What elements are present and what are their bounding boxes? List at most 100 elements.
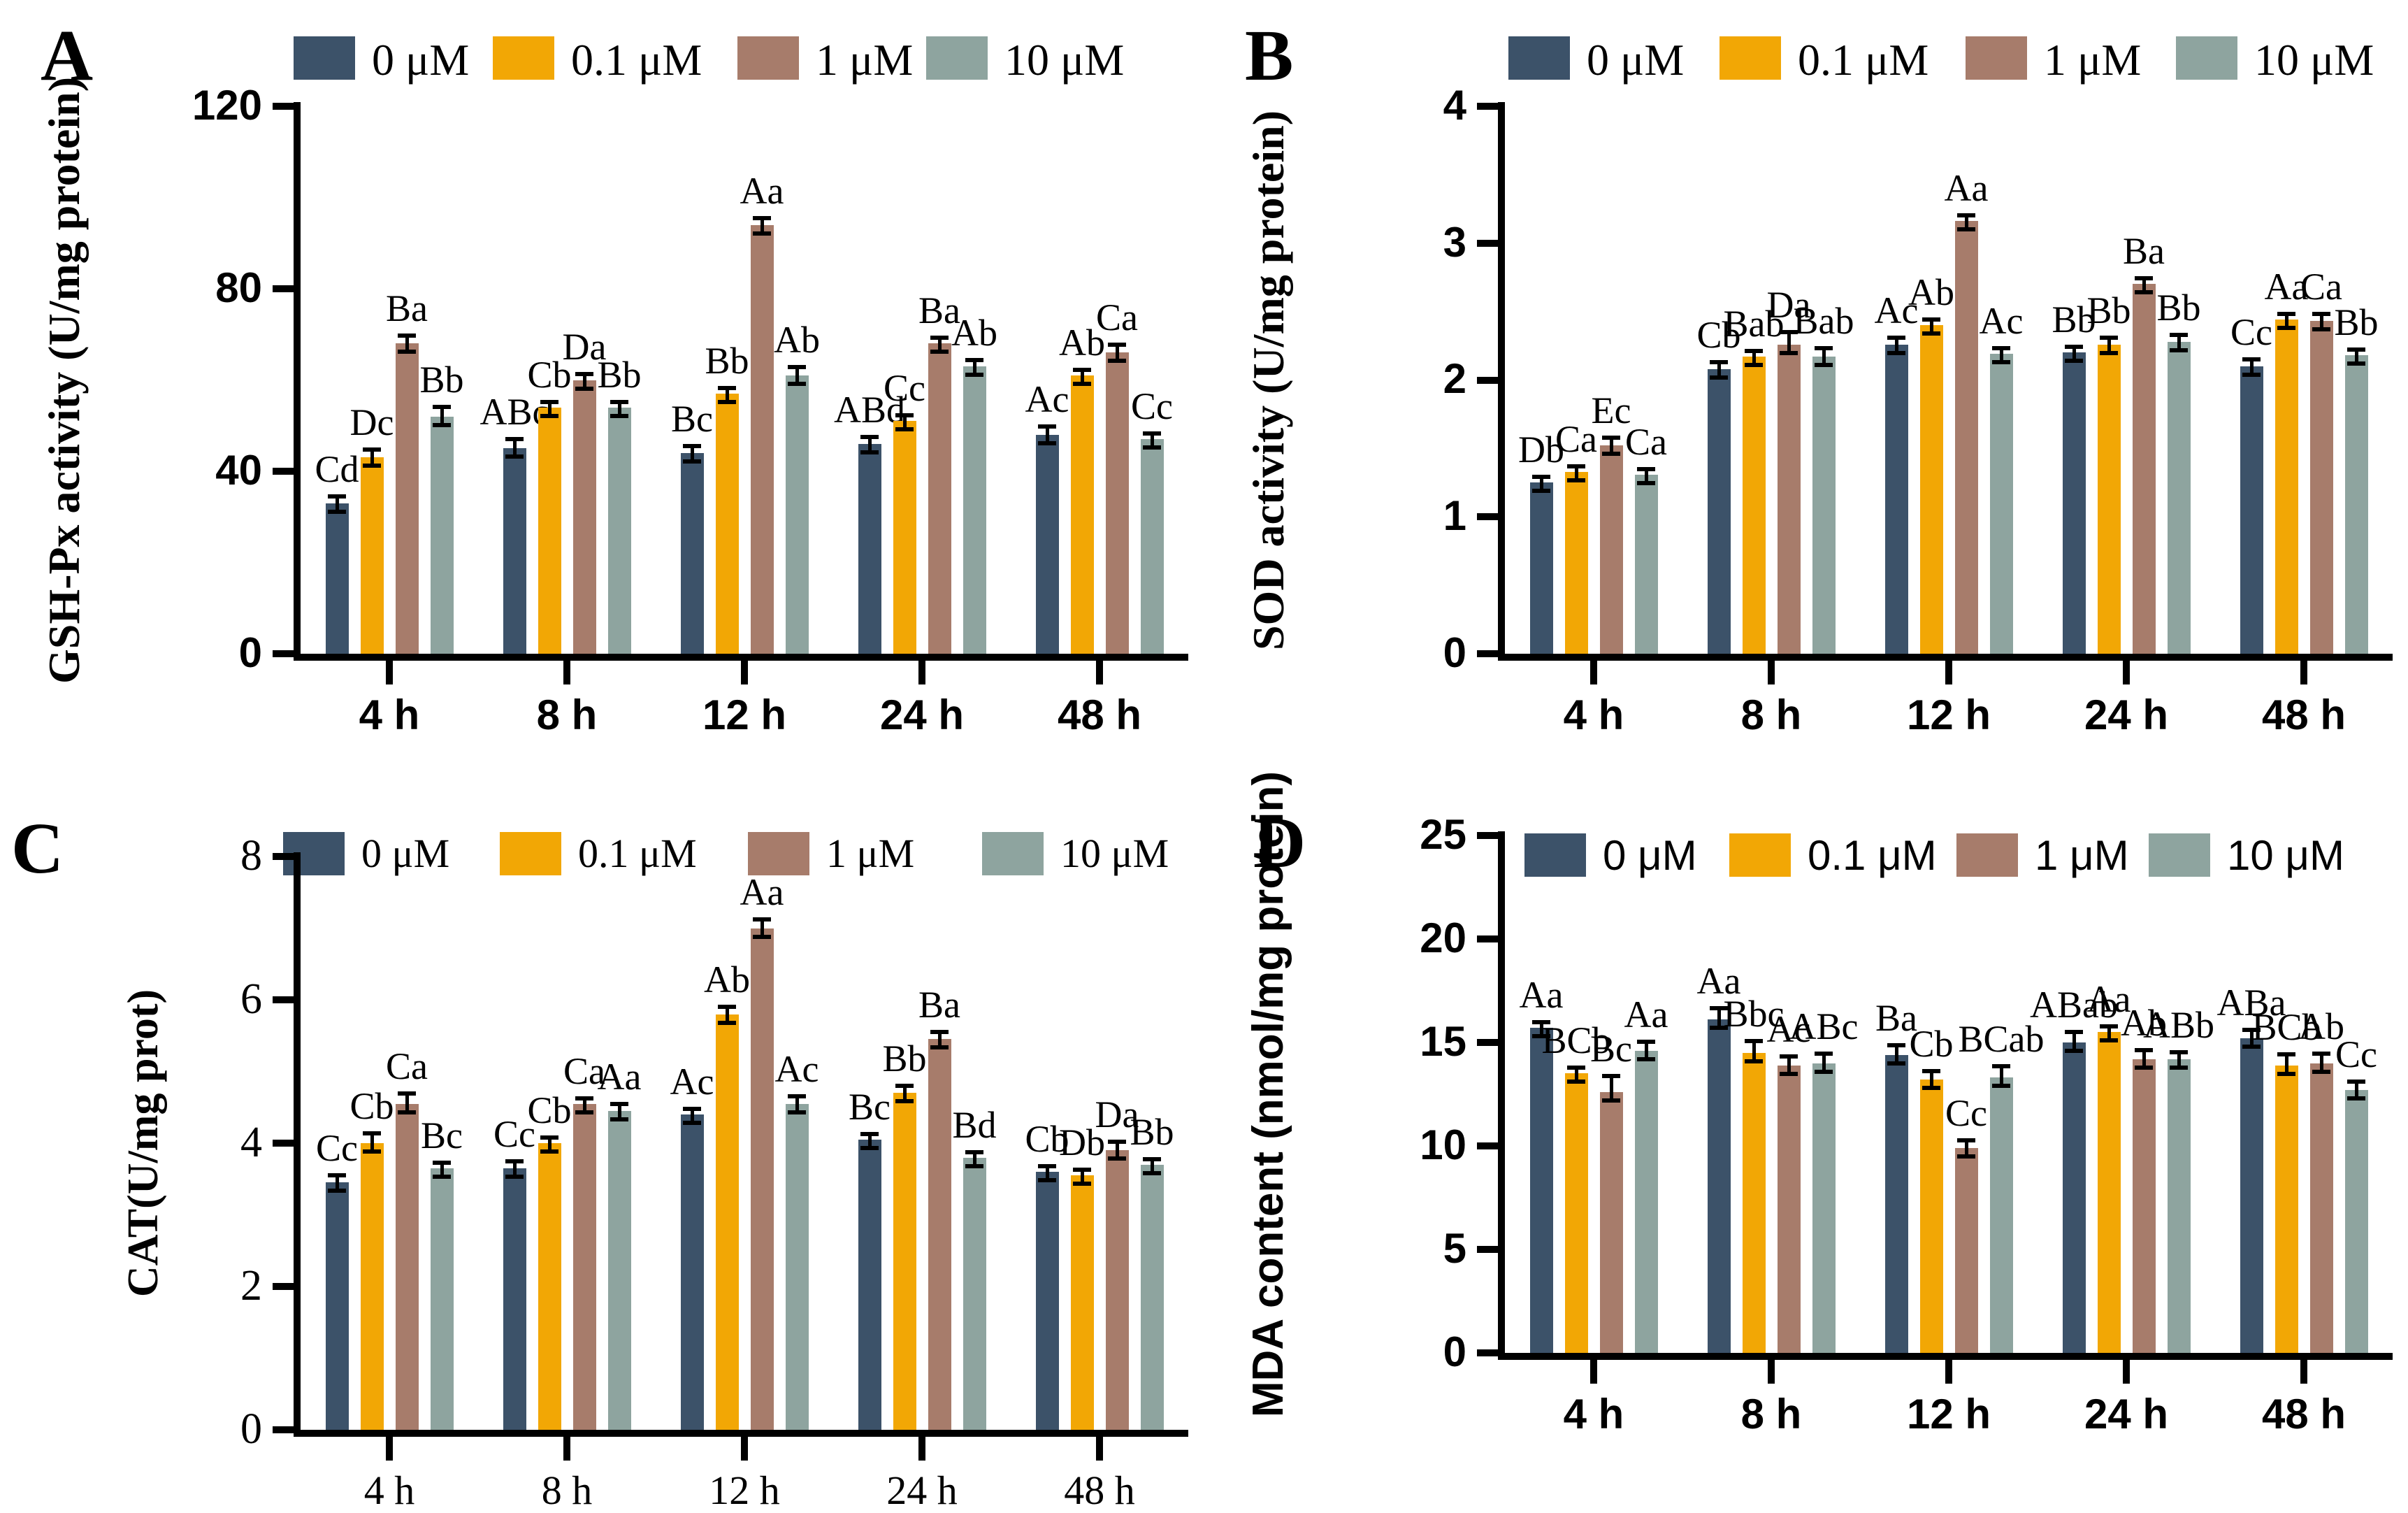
error-bar-cap-top [753,215,771,220]
bar-b-48h-s2 [2309,321,2333,654]
error-bar-line [1999,1067,2003,1087]
error-bar-line [582,1099,586,1112]
error-bar-cap-top [2065,345,2083,350]
bar-d-24h-s2 [2132,1059,2156,1353]
y-tick [1477,1142,1498,1149]
error-bar-cap-top [2347,347,2365,352]
x-tick [1096,661,1103,684]
y-tick [1477,1246,1498,1253]
sig-label: Bb [2052,299,2096,341]
bar-d-8h-s0 [1707,1019,1731,1353]
error-bar-cap-bottom [363,464,381,468]
error-bar-line [617,403,621,416]
x-tick-label: 8 h [536,691,598,738]
error-bar-cap-bottom [1957,227,1975,232]
error-bar-line [725,389,729,403]
bar-d-4h-s3 [1634,1050,1658,1353]
error-bar-cap-bottom [718,1020,736,1025]
error-bar-line [2107,1028,2111,1041]
panel-b: B 0 μM 0.1 μM 1 μM 10 μM 0 1 2 3 4 SOD activity (U… [1204,0,2408,756]
bar-d-12h-s1 [1919,1080,1943,1353]
bar-b-24h-s2 [2132,284,2156,654]
sig-label: BCab [1958,1017,2045,1060]
error-bar-cap-bottom [1780,350,1798,355]
x-tick [741,661,748,684]
legend-swatch-1 [294,36,355,80]
error-bar-line [335,497,339,512]
error-bar-cap-top [683,444,701,449]
error-bar-line [2249,1031,2254,1047]
error-bar-line [902,416,907,430]
error-bar-line [1644,470,1648,483]
bar-c-4h-s3 [430,1168,454,1430]
error-bar-cap-bottom [718,400,736,405]
bar-d-12h-s0 [1884,1054,1908,1353]
sig-label: Ca [1096,296,1138,338]
bar-a-8h-s0 [503,448,526,654]
y-tick [1477,376,1498,384]
error-bar-line [795,1098,799,1112]
bar-a-4h-s1 [360,457,384,654]
bar-b-8h-s1 [1742,357,1766,654]
error-bar-cap-top [1143,1156,1161,1161]
bar-c-48h-s1 [1070,1175,1094,1430]
bar-a-24h-s3 [963,366,986,654]
error-bar-line [440,1163,444,1177]
bar-a-48h-s2 [1105,352,1129,654]
y-tick-label: 4 [1443,81,1466,129]
sig-label: Ca [386,1045,428,1088]
y-tick [1477,935,1498,942]
sig-label: Cc [493,1112,535,1155]
y-axis-title: GSH-Px activity (U/mg protein) [39,76,89,684]
error-bar-cap-top [1745,1039,1763,1043]
bar-d-48h-s3 [2344,1090,2368,1353]
error-bar-cap-top [433,1160,451,1165]
sig-label: Ac [1979,300,2024,343]
bar-c-48h-s2 [1105,1150,1129,1430]
error-bar-cap-top [1602,1074,1620,1079]
sig-label: Cb [1696,314,1741,356]
bar-b-24h-s0 [2062,352,2086,654]
y-tick-label: 2 [1443,355,1466,403]
error-bar-cap-bottom [965,372,983,377]
error-bar-line [1964,217,1968,230]
error-bar-line [1609,438,1613,454]
bar-c-8h-s0 [503,1168,526,1430]
sig-label: Da [1095,1093,1139,1135]
bar-d-24h-s0 [2062,1042,2086,1353]
error-bar-cap-top [328,1173,346,1178]
sig-label: Bb [1130,1110,1174,1153]
sig-label: Bb [2334,301,2379,344]
error-bar-line [2354,351,2358,364]
error-bar-cap-bottom [2312,1069,2330,1074]
error-bar-cap-top [1815,346,1833,351]
sig-label: Ca [1625,420,1667,463]
error-bar-line [937,339,942,352]
error-bar-cap-top [1887,335,1905,340]
x-tick [563,1437,570,1461]
error-bar-line [1787,1058,1791,1074]
sig-label: Cc [884,366,925,409]
x-tick-label: 24 h [879,691,965,738]
error-bar-line [512,1162,517,1177]
x-tick-label: 12 h [702,691,787,738]
sig-label: Ab [774,319,820,361]
y-tick-label: 6 [240,975,262,1023]
y-axis-title: CAT(U/mg prot) [120,989,167,1298]
error-bar-cap-top [363,1131,381,1135]
bar-a-12h-s2 [750,224,774,654]
legend-swatch-3 [1956,833,2018,877]
sig-label: Cc [2335,1033,2377,1075]
x-tick-label: 8 h [1740,1391,1802,1437]
x-tick-label: 12 h [1906,691,1991,738]
bar-c-8h-s2 [572,1103,596,1430]
sig-label: Ca [563,1049,605,1092]
sig-label: Aa [1519,974,1564,1017]
sig-label: Ba [386,287,428,329]
panel-letter-c: C [11,808,64,889]
legend-swatch-4 [982,832,1044,875]
legend-swatch-2 [493,36,554,80]
sig-label: Db [1059,1121,1105,1163]
sig-label: Bc [849,1085,891,1128]
y-tick [1477,650,1498,657]
